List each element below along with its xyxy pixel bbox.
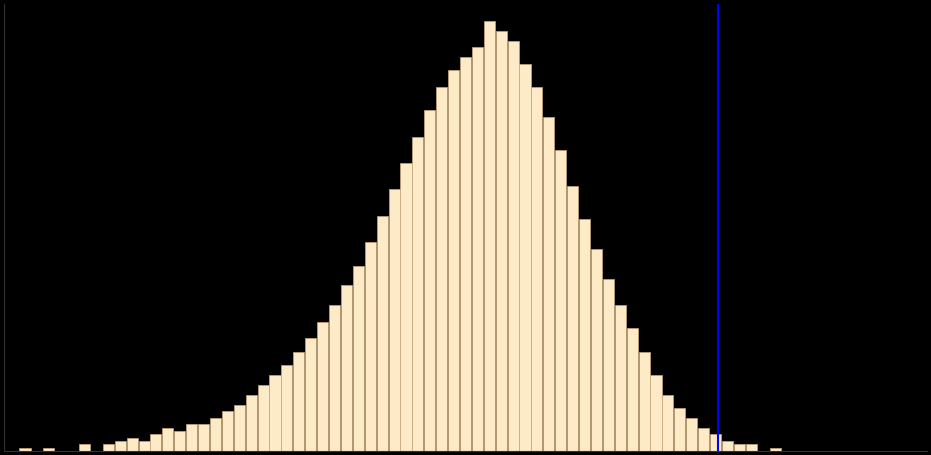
Bar <box>686 418 697 451</box>
Bar <box>102 444 114 451</box>
Bar <box>293 352 304 451</box>
Bar <box>139 441 150 451</box>
Bar <box>627 329 638 451</box>
Bar <box>603 279 614 451</box>
Bar <box>639 352 650 451</box>
Bar <box>472 47 483 451</box>
Bar <box>567 186 578 451</box>
Bar <box>115 441 126 451</box>
Bar <box>234 404 245 451</box>
Bar <box>507 40 519 451</box>
Bar <box>20 448 31 451</box>
Bar <box>317 322 328 451</box>
Bar <box>722 441 733 451</box>
Bar <box>222 411 233 451</box>
Bar <box>460 57 471 451</box>
Bar <box>614 305 626 451</box>
Bar <box>246 394 257 451</box>
Bar <box>127 438 138 451</box>
Bar <box>388 189 399 451</box>
Bar <box>436 87 447 451</box>
Bar <box>353 266 364 451</box>
Bar <box>341 285 352 451</box>
Bar <box>79 444 90 451</box>
Bar <box>662 394 673 451</box>
Bar <box>555 150 566 451</box>
Bar <box>519 64 531 451</box>
Bar <box>186 425 197 451</box>
Bar <box>269 375 280 451</box>
Bar <box>698 428 709 451</box>
Bar <box>495 30 506 451</box>
Bar <box>770 448 780 451</box>
Bar <box>448 71 459 451</box>
Bar <box>174 431 185 451</box>
Bar <box>579 219 590 451</box>
Bar <box>329 305 340 451</box>
Bar <box>162 428 173 451</box>
Bar <box>710 434 721 451</box>
Bar <box>544 116 554 451</box>
Bar <box>43 448 54 451</box>
Bar <box>651 375 662 451</box>
Bar <box>400 163 412 451</box>
Bar <box>365 243 376 451</box>
Bar <box>151 434 161 451</box>
Bar <box>734 444 745 451</box>
Bar <box>377 216 387 451</box>
Bar <box>412 136 424 451</box>
Bar <box>425 110 436 451</box>
Bar <box>591 249 602 451</box>
Bar <box>281 365 292 451</box>
Bar <box>210 418 221 451</box>
Bar <box>258 384 269 451</box>
Bar <box>746 444 757 451</box>
Bar <box>674 408 685 451</box>
Bar <box>198 425 209 451</box>
Bar <box>484 21 495 451</box>
Bar <box>305 339 317 451</box>
Bar <box>532 87 543 451</box>
